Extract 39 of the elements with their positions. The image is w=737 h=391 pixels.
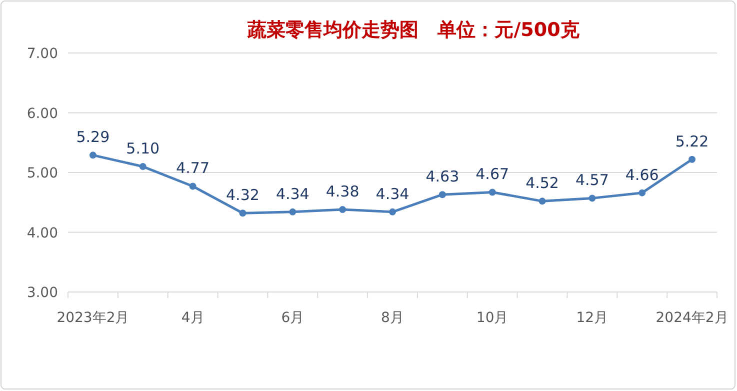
data-label: 4.77 — [176, 159, 210, 178]
data-label: 5.10 — [126, 140, 160, 158]
data-label: 4.32 — [226, 186, 260, 204]
y-tick-label: 3.00 — [26, 285, 58, 301]
data-label: 4.38 — [326, 182, 360, 201]
data-label: 4.52 — [526, 174, 559, 192]
data-label: 5.22 — [675, 132, 709, 150]
point — [638, 189, 646, 196]
point — [239, 210, 246, 217]
y-tick-label: 7.00 — [26, 46, 58, 62]
point — [588, 194, 596, 202]
x-tick-label: 10月 — [476, 310, 508, 326]
data-label: 4.57 — [575, 171, 609, 190]
point — [339, 206, 346, 214]
x-tick-label: 12月 — [576, 310, 608, 326]
x-tick-label: 2024年2月 — [656, 310, 728, 326]
chart-title: 蔬菜零售均价走势图 单位：元/500克 — [246, 19, 580, 41]
data-label: 4.67 — [476, 165, 510, 184]
data-label: 4.34 — [276, 184, 310, 203]
y-tick-label: 5.00 — [26, 166, 58, 182]
x-tick-label: 8月 — [381, 310, 404, 326]
data-label: 4.63 — [426, 168, 460, 186]
y-tick-label: 4.00 — [26, 225, 58, 242]
data-label: 5.29 — [76, 128, 110, 146]
point — [438, 191, 446, 198]
data-label: 4.66 — [625, 166, 659, 184]
point — [488, 188, 496, 196]
x-tick-label: 4月 — [181, 310, 204, 326]
point — [189, 182, 196, 190]
x-tick-label: 6月 — [281, 310, 304, 326]
point — [139, 163, 146, 170]
data-label: 4.34 — [376, 184, 410, 203]
point — [89, 152, 96, 159]
x-tick-label: 2023年2月 — [56, 310, 130, 326]
point — [538, 198, 546, 205]
y-tick-label: 6.00 — [26, 106, 58, 122]
point — [289, 208, 296, 216]
point — [688, 156, 696, 163]
point — [389, 208, 396, 216]
